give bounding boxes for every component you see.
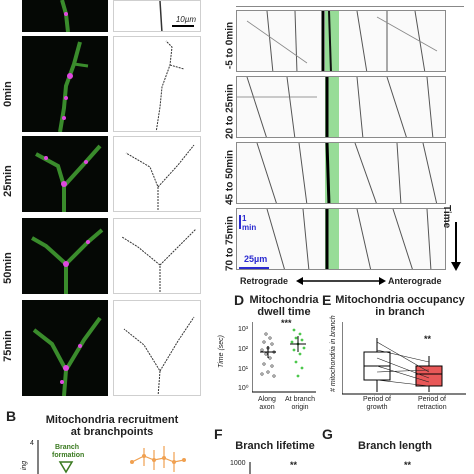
panel-e-plot xyxy=(342,322,466,395)
panel-letter-b: B xyxy=(6,408,17,424)
trace-0min xyxy=(113,36,201,132)
time-arrow xyxy=(451,222,461,271)
panel-letter-f: F xyxy=(214,426,223,442)
kymograph-4 xyxy=(236,208,446,270)
trace-initial: 10µm xyxy=(113,0,201,32)
timepoint-label-0: 0min xyxy=(2,81,14,107)
panel-b-ylabel-fragment: ing xyxy=(21,460,29,471)
panel-e-significance: ** xyxy=(424,334,432,344)
micrograph-75min xyxy=(22,300,108,396)
scale-space-label: 25µm xyxy=(244,254,268,264)
panel-g-title: Branch length xyxy=(358,440,432,452)
panel-d-plot xyxy=(252,322,316,393)
panel-f-ytick: 1000 xyxy=(230,460,246,467)
kymograph-2 xyxy=(236,76,446,138)
panel-g-significance: ** xyxy=(404,460,412,470)
trace-50min xyxy=(113,218,201,294)
panel-d-category-0: Along axon xyxy=(258,396,276,411)
panel-e-title-line1: Mitochondria occupancy xyxy=(335,294,465,306)
panel-b-ytick: 4 xyxy=(30,440,34,447)
panel-d-significance: *** xyxy=(281,318,292,328)
timepoint-label-50: 50min xyxy=(2,252,14,284)
kymo-label-2: 45 to 50min xyxy=(224,149,236,206)
panel-letter-d: D xyxy=(234,292,245,308)
kymograph-3 xyxy=(236,142,446,204)
micrograph-initial xyxy=(22,0,108,32)
panel-f-title: Branch lifetime xyxy=(235,440,315,452)
panel-b-title: Mitochondria recruitment at branchpoints xyxy=(22,414,202,438)
panel-e-ylabel: # mitochondria in branch xyxy=(330,315,337,392)
retrograde-label: Retrograde xyxy=(240,276,289,286)
panel-d-category-1: At branch origin xyxy=(285,396,315,411)
branch-formation-annotation: Branch formation xyxy=(52,444,85,460)
kymo-label-3: 70 to 75min xyxy=(224,215,236,272)
scale-bar-label: 10µm xyxy=(175,15,196,24)
panel-f-significance: ** xyxy=(290,460,298,470)
panel-f-axis xyxy=(249,462,251,474)
panel-letter-e: E xyxy=(322,292,332,308)
anterograde-label: Anterograde xyxy=(388,276,442,286)
kymograph-1 xyxy=(236,10,446,72)
kymo-label-0: -5 to 0min xyxy=(224,21,236,70)
branch-formation-line2: formation xyxy=(52,452,85,459)
panel-b-plot xyxy=(37,440,186,474)
panel-d-ytick-0: 10³ xyxy=(238,326,249,333)
panel-d-ylabel: Time (sec) xyxy=(218,335,225,368)
micrograph-50min xyxy=(22,218,108,294)
branch-formation-line1: Branch xyxy=(54,444,80,451)
panel-e-category-1: Period of retraction xyxy=(417,396,447,411)
micrograph-25min xyxy=(22,136,108,212)
panel-letter-g: G xyxy=(322,426,333,442)
panel-e-title: Mitochondria occupancy in branch xyxy=(334,294,466,318)
panel-d-ytick-2: 10¹ xyxy=(238,366,249,373)
panel-e-category-0: Period of growth xyxy=(362,396,392,411)
panel-b-title-line1: Mitochondria recruitment xyxy=(45,414,179,426)
trace-75min xyxy=(113,300,201,396)
scale-bar xyxy=(172,25,194,27)
panel-d-title-line1: Mitochondria xyxy=(249,294,319,306)
timepoint-label-75: 75min xyxy=(2,330,14,362)
panel-e-title-line2: in branch xyxy=(375,306,425,318)
panel-d-title-line2: dwell time xyxy=(257,306,311,318)
panel-b-title-line2: at branchpoints xyxy=(70,426,154,438)
timepoint-label-25: 25min xyxy=(2,165,14,197)
panel-d-title: Mitochondria dwell time xyxy=(244,294,324,318)
kymograph-top xyxy=(236,0,464,7)
kymo-label-1: 20 to 25min xyxy=(224,83,236,140)
panel-d-ytick-3: 10⁰ xyxy=(238,385,249,392)
micrograph-0min xyxy=(22,36,108,132)
panel-d-ytick-1: 10² xyxy=(238,346,249,353)
scale-time-label: 1 min xyxy=(242,214,257,232)
direction-arrow xyxy=(296,277,386,285)
trace-25min xyxy=(113,136,201,212)
